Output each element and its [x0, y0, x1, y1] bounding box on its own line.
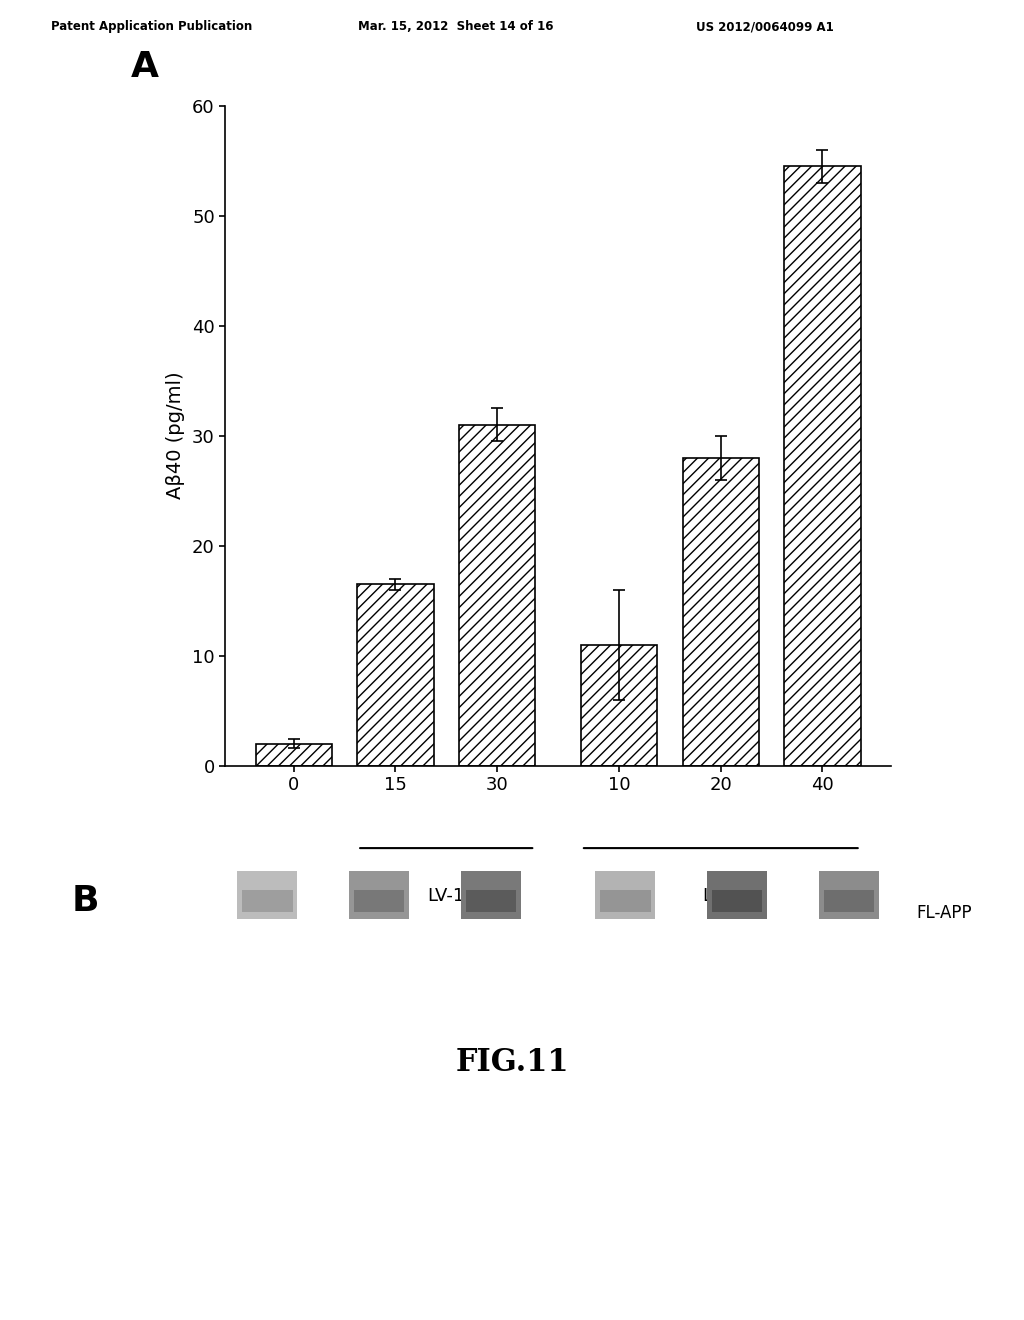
FancyBboxPatch shape [353, 891, 404, 912]
FancyBboxPatch shape [707, 871, 767, 919]
FancyBboxPatch shape [819, 871, 880, 919]
Text: LV-2: LV-2 [702, 887, 739, 904]
Bar [459, 425, 536, 766]
FancyBboxPatch shape [600, 891, 650, 912]
FancyBboxPatch shape [466, 891, 516, 912]
Text: Patent Application Publication: Patent Application Publication [51, 20, 253, 33]
FancyBboxPatch shape [712, 891, 763, 912]
Y-axis label: Aβ40 (pg/ml): Aβ40 (pg/ml) [166, 372, 185, 499]
Bar [683, 458, 759, 766]
Text: FL-APP: FL-APP [916, 904, 972, 923]
Text: Mar. 15, 2012  Sheet 14 of 16: Mar. 15, 2012 Sheet 14 of 16 [358, 20, 554, 33]
Text: LV-1: LV-1 [428, 887, 465, 904]
FancyBboxPatch shape [461, 871, 521, 919]
Bar [256, 743, 332, 766]
Text: US 2012/0064099 A1: US 2012/0064099 A1 [696, 20, 835, 33]
FancyBboxPatch shape [242, 891, 293, 912]
Bar [357, 583, 433, 766]
FancyBboxPatch shape [595, 871, 655, 919]
Text: FIG.11: FIG.11 [456, 1047, 568, 1078]
FancyBboxPatch shape [237, 871, 297, 919]
Text: B: B [72, 884, 99, 917]
Bar [581, 644, 657, 766]
Text: A: A [131, 50, 159, 83]
FancyBboxPatch shape [349, 871, 410, 919]
FancyBboxPatch shape [823, 891, 874, 912]
Bar [784, 166, 860, 766]
